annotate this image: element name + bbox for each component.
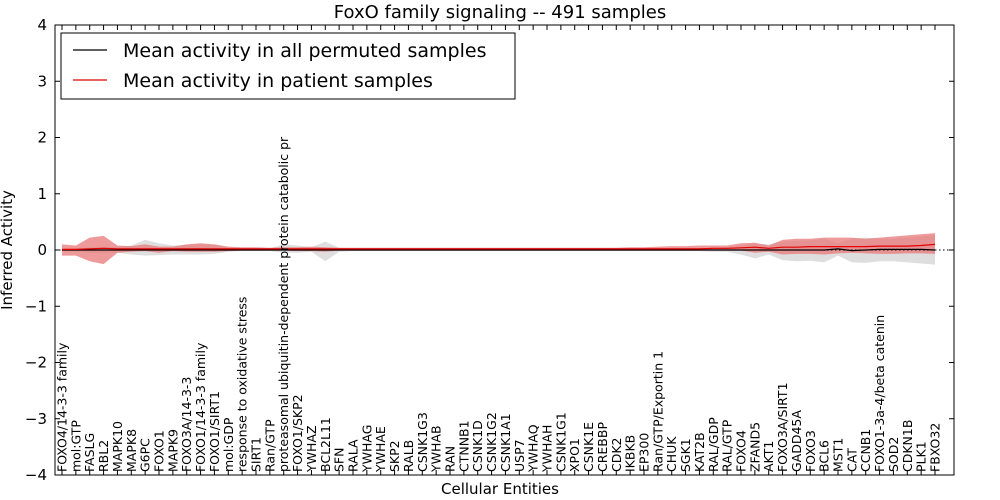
x-category-label: RALB xyxy=(401,440,416,472)
x-category-label: MAPK10 xyxy=(110,421,125,472)
y-tick-label: −1 xyxy=(25,297,47,315)
x-category-label: RALA xyxy=(346,439,361,472)
x-category-label: FBXO32 xyxy=(928,423,943,472)
x-category-label: G6PC xyxy=(138,438,153,472)
x-category-label: FOXO4 xyxy=(734,430,749,472)
x-category-label: FOXO1/SKP2 xyxy=(290,394,305,472)
x-category-label: ZFAND5 xyxy=(747,422,762,472)
x-category-label: CTNNB1 xyxy=(456,420,471,472)
y-tick-label: 2 xyxy=(37,129,47,147)
x-category-label: SGK1 xyxy=(678,438,693,472)
x-category-label: FOXO3 xyxy=(803,430,818,472)
x-category-label: proteasomal ubiquitin-dependent protein … xyxy=(276,136,291,472)
y-tick-label: 0 xyxy=(37,241,47,259)
x-category-label: CDKN1B xyxy=(900,420,915,472)
x-category-label: RBL2 xyxy=(96,440,111,472)
x-category-label: RAL/GDP xyxy=(706,417,721,472)
x-category-label: MST1 xyxy=(831,438,846,472)
x-category-label: YWHAE xyxy=(373,426,388,473)
x-category-label: CSNK1G3 xyxy=(415,412,430,472)
x-category-label: CAT xyxy=(844,448,859,472)
legend-box xyxy=(60,32,516,100)
x-category-label: USP7 xyxy=(512,439,527,472)
x-category-label: Ran/GTP/Exportin 1 xyxy=(650,351,665,472)
x-category-label: FOXO3A/SIRT1 xyxy=(775,382,790,472)
y-axis-ticks: 4 3 2 1 0 −1 −2 −3 −4 xyxy=(25,16,954,484)
x-category-label: mol:GDP xyxy=(221,417,236,472)
x-category-label: FOXO1 xyxy=(152,430,167,472)
y-tick-label: 4 xyxy=(37,16,47,34)
series-lines xyxy=(55,243,954,252)
x-category-label: FASLG xyxy=(82,433,97,472)
x-axis-ticks: FOXO4/14-3-3 familymol:GTPFASLGRBL2MAPK1… xyxy=(55,25,943,475)
legend-label-patient: Mean activity in patient samples xyxy=(123,70,433,92)
x-category-label: MAPK9 xyxy=(165,429,180,472)
x-category-label: CSNK1G1 xyxy=(553,412,568,472)
y-tick-label: −3 xyxy=(25,410,47,428)
y-axis-label: Inferred Activity xyxy=(0,190,16,310)
x-category-label: CSNK1A1 xyxy=(498,413,513,472)
x-category-label: CDK2 xyxy=(609,437,624,472)
patient-mean-line xyxy=(62,243,936,250)
x-category-label: IKBKB xyxy=(623,435,638,472)
x-category-label: RAL/GTP xyxy=(720,419,735,472)
x-category-label: FOXO1-3a-4/beta catenin xyxy=(872,315,887,472)
x-category-label: FOXO3A/14-3-3 xyxy=(179,377,194,472)
x-category-label: FOXO1/SIRT1 xyxy=(207,391,222,472)
y-tick-label: 1 xyxy=(37,185,47,203)
x-category-label: CSNK1D xyxy=(470,420,485,472)
x-category-label: SFN xyxy=(332,448,347,472)
x-category-label: PLK1 xyxy=(914,441,929,472)
x-category-label: CCNB1 xyxy=(858,429,873,472)
x-category-label: BCL2L11 xyxy=(318,417,333,472)
y-tick-label: −2 xyxy=(25,354,47,372)
x-axis-label: Cellular Entities xyxy=(441,480,559,498)
x-category-label: AKT1 xyxy=(761,441,776,472)
x-category-label: YWHAG xyxy=(359,425,374,473)
x-category-label: response to oxidative stress xyxy=(235,297,250,472)
permuted-mean-line xyxy=(62,248,936,252)
x-category-label: YWHAB xyxy=(429,425,444,473)
x-category-label: XPO1 xyxy=(567,438,582,472)
x-category-label: CSNK1G2 xyxy=(484,412,499,472)
x-category-label: SIRT1 xyxy=(249,437,264,472)
x-category-label: RAN xyxy=(443,446,458,472)
x-category-label: Ran/GTP xyxy=(262,419,277,472)
x-category-label: mol:GTP xyxy=(68,420,83,472)
x-category-label: YWHAH xyxy=(540,425,555,473)
x-category-label: YWHAZ xyxy=(304,425,319,473)
x-category-label: FOXO4/14-3-3 family xyxy=(55,342,70,472)
chart-title: FoxO family signaling -- 491 samples xyxy=(334,2,666,23)
x-category-label: EP300 xyxy=(637,433,652,472)
x-category-label: YWHAQ xyxy=(526,424,541,473)
legend: Mean activity in all permuted samples Me… xyxy=(60,32,516,100)
x-category-label: SKP2 xyxy=(387,440,402,472)
x-category-label: KAT2B xyxy=(692,432,707,472)
x-category-label: MAPK8 xyxy=(124,429,139,472)
x-category-label: BCL6 xyxy=(817,440,832,472)
x-category-label: GADD45A xyxy=(789,410,804,472)
x-category-label: CHUK xyxy=(664,436,679,472)
x-category-label: CREBBP xyxy=(595,422,610,472)
y-tick-label: −4 xyxy=(25,466,47,484)
x-category-label: FOXO1/14-3-3 family xyxy=(193,342,208,472)
legend-label-permuted: Mean activity in all permuted samples xyxy=(123,40,486,62)
x-category-label: SOD2 xyxy=(886,437,901,472)
y-tick-label: 3 xyxy=(37,72,47,90)
x-category-label: CSNK1E xyxy=(581,422,596,472)
